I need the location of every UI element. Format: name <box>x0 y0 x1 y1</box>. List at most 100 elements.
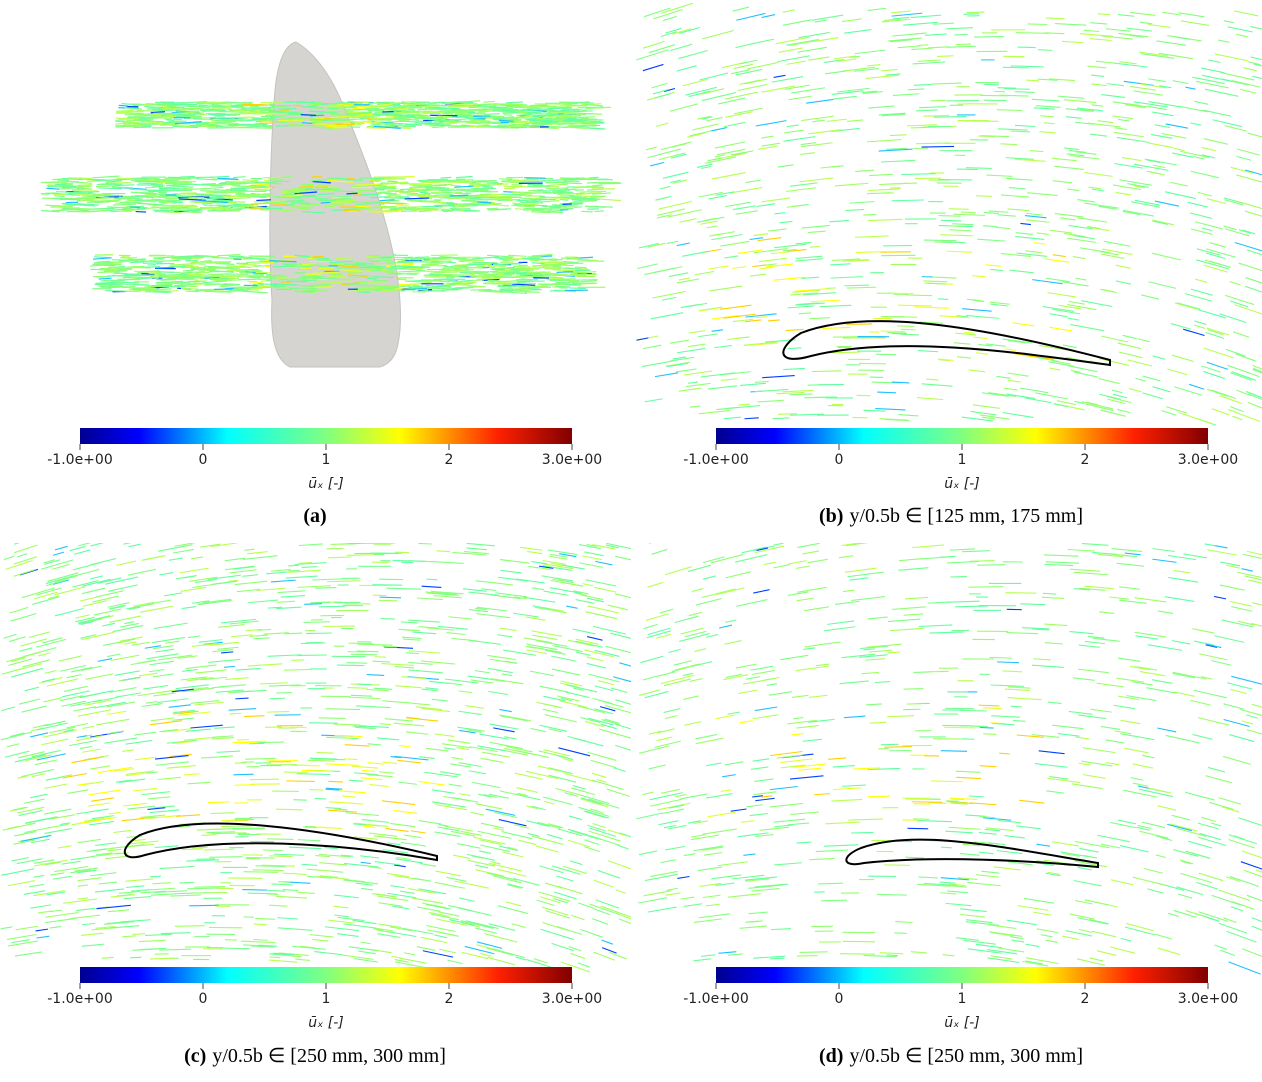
streak <box>947 251 972 252</box>
streak <box>553 270 575 271</box>
streak <box>1122 157 1141 160</box>
streak <box>724 641 741 645</box>
streak <box>19 699 40 704</box>
streak <box>683 79 708 86</box>
streak <box>425 772 459 777</box>
streak <box>1198 310 1226 318</box>
streak <box>508 255 527 256</box>
streak <box>762 376 795 378</box>
streak <box>801 143 833 147</box>
streak <box>109 616 141 623</box>
streak <box>499 709 511 711</box>
streak <box>1136 378 1146 381</box>
streak <box>420 863 436 866</box>
streak <box>319 718 346 719</box>
streak <box>715 142 745 148</box>
streak <box>406 732 429 734</box>
streak <box>528 833 539 836</box>
streak <box>409 670 443 673</box>
streak <box>187 782 210 784</box>
streak <box>125 108 142 109</box>
panel: -1.0e+000123.0e+00ūₓ [-](c)y/0.5b ∈ [250… <box>0 543 631 1082</box>
streak <box>109 262 121 263</box>
streak <box>469 640 501 644</box>
streak <box>587 663 606 668</box>
caption-label: (a) <box>303 505 326 527</box>
streak <box>481 758 504 762</box>
streak <box>690 406 700 407</box>
streak <box>382 701 411 703</box>
streak <box>966 168 992 169</box>
streak <box>94 609 122 615</box>
streak <box>212 687 225 688</box>
streak <box>419 192 428 193</box>
streak <box>893 94 919 96</box>
streak <box>183 188 196 189</box>
streak <box>386 588 421 589</box>
streak <box>1141 295 1159 299</box>
streak <box>578 903 594 909</box>
streak <box>156 284 173 285</box>
streak <box>705 904 719 906</box>
streak <box>736 13 765 20</box>
streak <box>831 277 863 278</box>
streak <box>268 655 302 657</box>
streak <box>260 279 276 280</box>
streak <box>433 285 455 287</box>
streak <box>1015 92 1035 93</box>
streak <box>1058 305 1081 309</box>
streak <box>334 895 359 898</box>
streak <box>941 220 962 221</box>
streak <box>1080 248 1110 253</box>
streak <box>452 798 478 803</box>
streak <box>9 607 28 613</box>
streak <box>643 64 664 70</box>
streak <box>501 110 518 111</box>
streak <box>1113 394 1127 398</box>
streak <box>170 895 201 896</box>
streak <box>1101 844 1120 848</box>
streak <box>328 557 351 558</box>
streak <box>107 849 121 851</box>
streak <box>756 204 775 207</box>
streak <box>263 118 274 119</box>
streak <box>701 89 725 95</box>
streak <box>122 750 133 752</box>
streak <box>527 268 538 269</box>
streak <box>385 719 413 721</box>
streak <box>34 860 67 866</box>
streak <box>740 383 766 385</box>
streak <box>368 106 386 107</box>
streak <box>615 724 631 733</box>
streak <box>78 619 102 625</box>
streak <box>938 216 960 217</box>
streak <box>503 186 527 187</box>
streak <box>435 871 460 876</box>
streak <box>90 559 115 565</box>
streak <box>892 200 924 201</box>
streak <box>643 345 661 348</box>
streak <box>1064 148 1079 150</box>
streak <box>301 115 316 116</box>
streak <box>358 190 375 191</box>
streak <box>1171 324 1191 330</box>
streak <box>192 847 207 848</box>
streak <box>38 653 50 656</box>
streak <box>361 862 371 863</box>
streak <box>358 644 393 645</box>
streak <box>360 778 382 780</box>
streak <box>1025 251 1042 253</box>
streak <box>59 656 82 661</box>
streak <box>276 896 307 898</box>
streak <box>546 184 568 185</box>
streak <box>783 368 805 369</box>
streak <box>887 333 906 334</box>
streak <box>707 226 718 228</box>
streak <box>430 259 452 260</box>
streak <box>1068 318 1080 320</box>
streak <box>1075 278 1086 280</box>
streak <box>529 198 548 199</box>
streak <box>753 234 768 236</box>
streak <box>786 329 804 330</box>
streak <box>1170 182 1187 186</box>
